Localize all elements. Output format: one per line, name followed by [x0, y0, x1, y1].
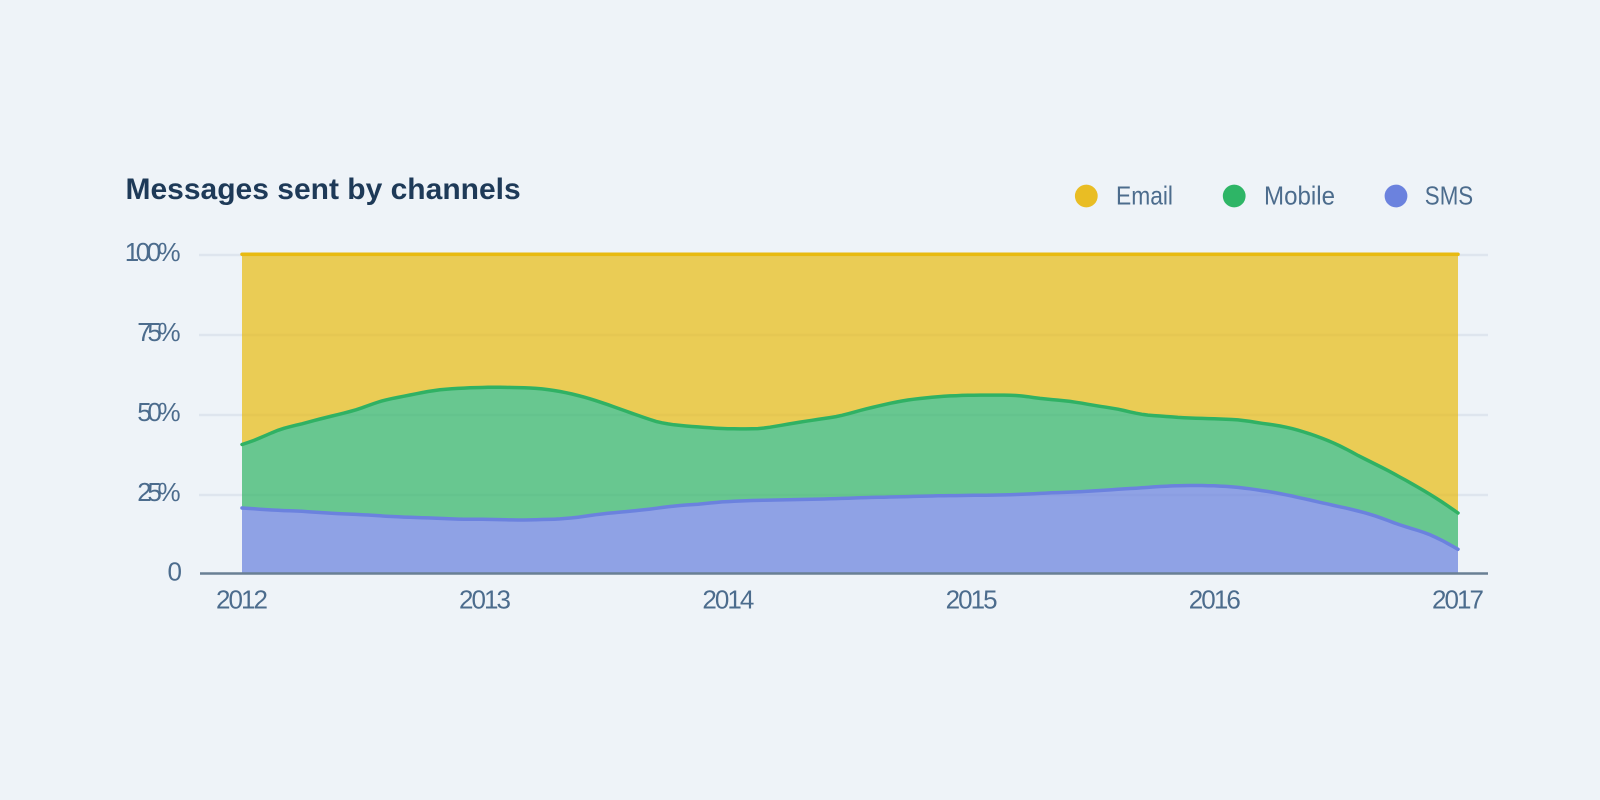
svg-text:Messages sent by channels: Messages sent by channels — [126, 173, 521, 206]
svg-text:100%: 100% — [125, 237, 181, 267]
svg-text:2014: 2014 — [702, 585, 754, 615]
svg-text:SMS: SMS — [1425, 181, 1473, 211]
svg-text:50%: 50% — [137, 397, 180, 427]
svg-text:2016: 2016 — [1189, 585, 1241, 615]
svg-text:2012: 2012 — [216, 585, 268, 615]
svg-text:75%: 75% — [137, 317, 180, 347]
svg-text:2017: 2017 — [1432, 585, 1484, 615]
svg-text:2013: 2013 — [459, 585, 511, 615]
svg-text:Mobile: Mobile — [1264, 181, 1335, 211]
svg-text:2015: 2015 — [946, 585, 998, 615]
svg-text:Email: Email — [1116, 181, 1173, 211]
svg-text:0: 0 — [168, 557, 182, 587]
svg-text:25%: 25% — [137, 477, 180, 507]
